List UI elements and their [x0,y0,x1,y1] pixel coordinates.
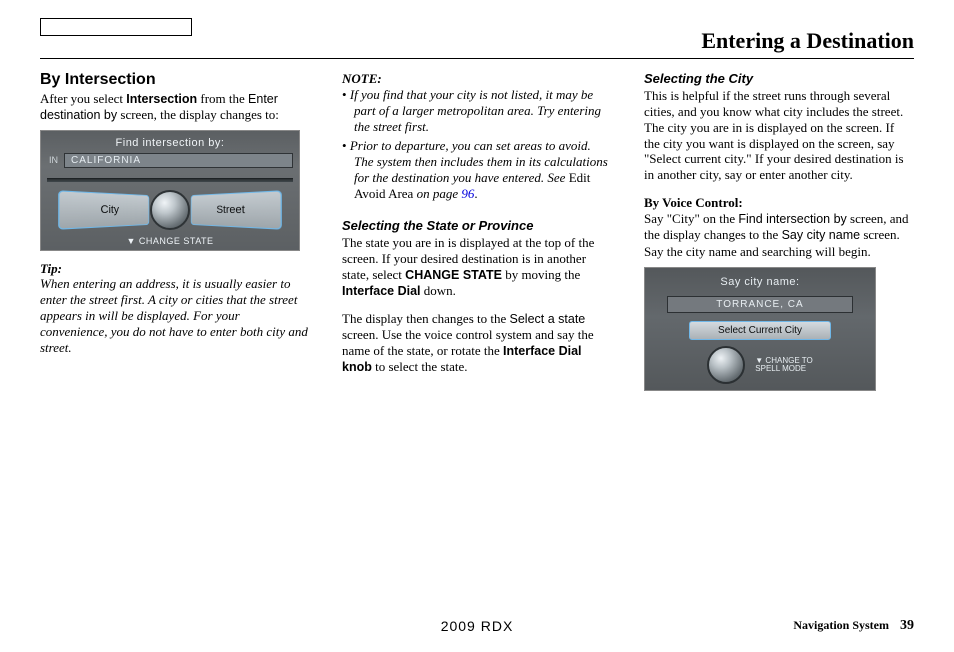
content-columns: By Intersection After you select Interse… [40,71,914,391]
city-button: City [58,190,149,229]
text: by moving the [502,267,580,282]
voice-control-block: By Voice Control: Say "City" on the Find… [644,195,912,259]
text: The display then changes to the [342,311,510,326]
heading-selecting-city: Selecting the City [644,71,912,86]
text: Say "City" on the [644,211,738,226]
screenshot-say-city: Say city name: TORRANCE, CA Select Curre… [644,267,876,391]
term-interface-dial: Interface Dial [342,284,421,298]
term-say-city-name: Say city name [782,228,861,242]
foot-line2: SPELL MODE [755,364,806,373]
state-paragraph-1: The state you are in is displayed at the… [342,235,610,299]
change-to-spell-label: ▼ CHANGE TO SPELL MODE [755,357,812,375]
term-change-state: CHANGE STATE [405,268,502,282]
text: down. [421,283,456,298]
voice-control-heading: By Voice Control: [644,195,743,210]
page-footer: 2009 RDX Navigation System 39 [40,618,914,634]
column-3: Selecting the City This is helpful if th… [644,71,912,391]
term-select-a-state: Select a state [510,312,586,326]
screen-title: Find intersection by: [47,137,293,149]
note-label: NOTE: [342,71,610,87]
foot-line1: ▼ CHANGE TO [755,356,812,365]
dial-knob-2 [707,346,745,384]
note-item-2: Prior to departure, you can set areas to… [342,138,610,201]
text: After you select [40,91,126,106]
dial-knob [150,190,190,230]
city-field: TORRANCE, CA [667,296,853,313]
select-current-city-button: Select Current City [689,321,831,340]
footer-section-label: Navigation System [793,618,889,632]
term-intersection: Intersection [126,92,197,106]
heading-selecting-state: Selecting the State or Province [342,218,610,233]
text: to select the state. [372,359,468,374]
footer-right: Navigation System 39 [793,618,914,634]
in-label: IN [47,155,58,165]
note-item-1: If you find that your city is not listed… [342,87,610,135]
state-paragraph-2: The display then changes to the Select a… [342,311,610,376]
term-find-intersection-by: Find intersection by [738,212,846,226]
page-link-96[interactable]: 96 [461,186,474,201]
tip-body: When entering an address, it is usually … [40,276,308,354]
screen2-title: Say city name: [653,276,867,288]
text: from the [197,91,248,106]
page-number: 39 [900,618,914,633]
city-paragraph: This is helpful if the street runs throu… [644,88,912,183]
screenshot-find-intersection: Find intersection by: IN CALIFORNIA City… [40,130,300,251]
divider-bar [47,178,293,182]
street-button: Street [191,190,282,229]
button-row: City Street [47,190,293,230]
heading-by-intersection: By Intersection [40,71,308,89]
intro-paragraph: After you select Intersection from the E… [40,91,308,124]
screen2-bottom: ▼ CHANGE TO SPELL MODE [653,346,867,384]
top-empty-box [40,18,192,36]
change-state-label: ▼ CHANGE STATE [47,236,293,246]
note-list: If you find that your city is not listed… [342,87,610,202]
tip-block: Tip: When entering an address, it is usu… [40,261,308,356]
text: . [474,186,477,201]
footer-model: 2009 RDX [441,618,514,634]
column-1: By Intersection After you select Interse… [40,71,308,391]
text: screen, the display changes to: [117,107,279,122]
screen-state-row: IN CALIFORNIA [47,153,293,168]
column-2: NOTE: If you find that your city is not … [342,71,610,391]
text: on page [413,186,461,201]
state-field: CALIFORNIA [64,153,293,168]
tip-label: Tip: [40,261,62,276]
